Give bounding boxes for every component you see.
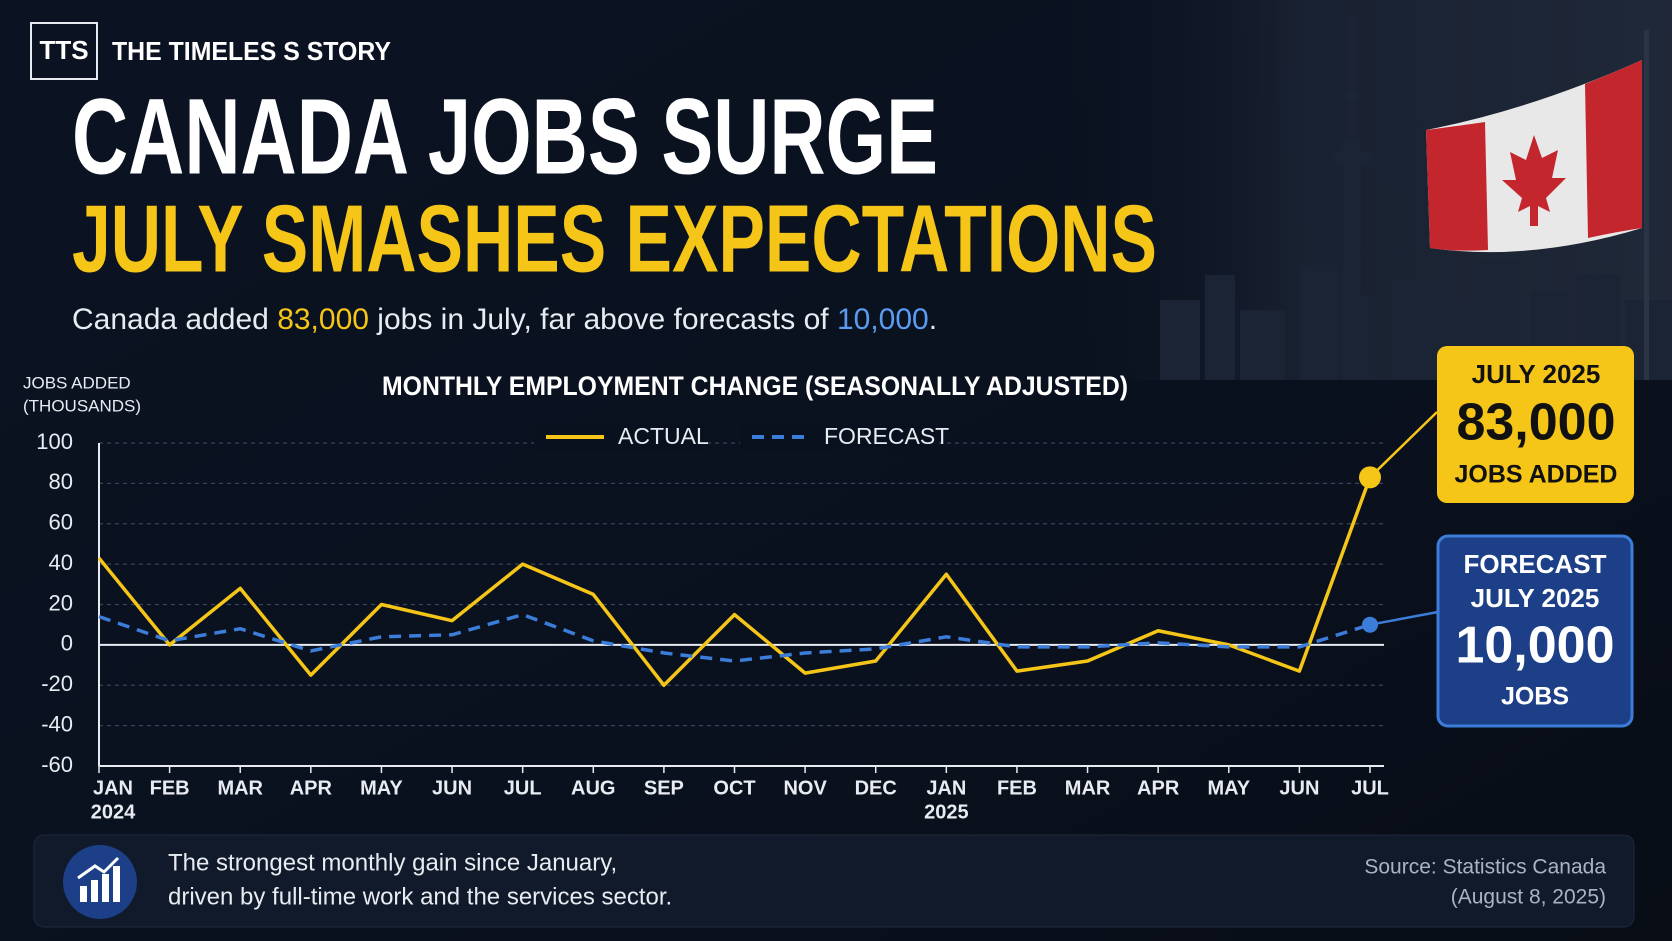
callout-text: JULY 2025	[1471, 583, 1600, 613]
description-highlight: 10,000	[837, 303, 929, 336]
footer-icon-bars	[77, 856, 120, 902]
description-text: jobs in July, far above forecasts of	[369, 303, 837, 336]
series-line	[97, 476, 1372, 687]
footer-box	[33, 834, 1635, 928]
series-line	[98, 612, 1371, 663]
callout-box	[1436, 534, 1634, 728]
y-tick-label: -20	[41, 671, 73, 696]
x-tick-label: MAY	[1207, 777, 1250, 799]
headline: CANADA JOBS SURGE	[72, 76, 938, 197]
x-tick-label: AUG	[571, 777, 615, 799]
brand: THE TIMELES S STORY	[112, 36, 391, 66]
callout-text: JOBS	[1501, 683, 1569, 711]
description-highlight: 83,000	[277, 303, 369, 336]
description-text: Canada added	[72, 303, 277, 336]
callout-box	[1437, 346, 1634, 503]
callout-text: JULY 2025	[1472, 359, 1601, 389]
legend-label: ACTUAL	[618, 423, 709, 449]
logo: TTS	[39, 35, 88, 65]
x-tick-label: FEB	[150, 777, 190, 799]
callout-leader	[1369, 610, 1439, 626]
y-axis-label: JOBS ADDED	[23, 373, 131, 392]
x-tick-label: FEB	[997, 777, 1037, 799]
x-tick-label: NOV	[783, 777, 827, 799]
callout-text: FORECAST	[1464, 549, 1607, 579]
y-axis-label: (THOUSANDS)	[23, 396, 141, 415]
y-tick-label: 40	[49, 550, 73, 575]
footer-icon	[63, 845, 137, 919]
x-tick-label: JUN	[1279, 777, 1319, 799]
x-tick-label: APR	[290, 777, 333, 799]
x-tick-label: SEP	[644, 777, 684, 799]
x-tick-label: MAR	[217, 777, 263, 799]
source: Source: Statistics Canada	[1364, 856, 1606, 879]
x-year-label: 2024	[91, 801, 136, 823]
y-tick-label: 0	[61, 631, 73, 656]
callout-leader	[1369, 411, 1438, 479]
x-tick-label: MAY	[360, 777, 403, 799]
logo-box	[30, 22, 98, 80]
y-tick-label: 100	[36, 429, 73, 454]
subheadline: JULY SMASHES EXPECTATIONS	[72, 185, 1157, 292]
callout-text: JOBS ADDED	[1455, 461, 1618, 489]
y-tick-label: 20	[49, 590, 73, 615]
y-tick-label: 60	[49, 510, 73, 535]
x-tick-label: JUN	[432, 777, 472, 799]
description-text: .	[929, 303, 937, 336]
x-year-label: 2025	[924, 801, 969, 823]
description: Canada added 83,000 jobs in July, far ab…	[72, 303, 937, 336]
y-tick-label: -60	[41, 752, 73, 777]
footer-note: driven by full-time work and the service…	[168, 883, 672, 910]
x-tick-label: MAR	[1065, 777, 1111, 799]
footer-note: The strongest monthly gain since January…	[168, 849, 617, 876]
last-point	[1359, 466, 1381, 489]
callout-value: 83,000	[1456, 394, 1615, 452]
x-tick-label: JUL	[504, 777, 542, 799]
y-tick-label: -40	[41, 711, 73, 736]
x-tick-label: JAN	[926, 777, 966, 799]
legend-label: FORECAST	[824, 423, 949, 449]
x-tick-label: JUL	[1351, 777, 1389, 799]
x-tick-label: DEC	[855, 777, 897, 799]
x-tick-label: OCT	[713, 777, 755, 799]
x-tick-label: APR	[1137, 777, 1180, 799]
x-tick-label: JAN	[93, 777, 133, 799]
skyline	[1050, 0, 1672, 380]
chart-title: MONTHLY EMPLOYMENT CHANGE (SEASONALLY AD…	[382, 371, 1128, 401]
source: (August 8, 2025)	[1451, 886, 1606, 909]
last-point	[1362, 616, 1378, 633]
callout-value: 10,000	[1455, 617, 1614, 675]
y-tick-label: 80	[49, 469, 73, 494]
